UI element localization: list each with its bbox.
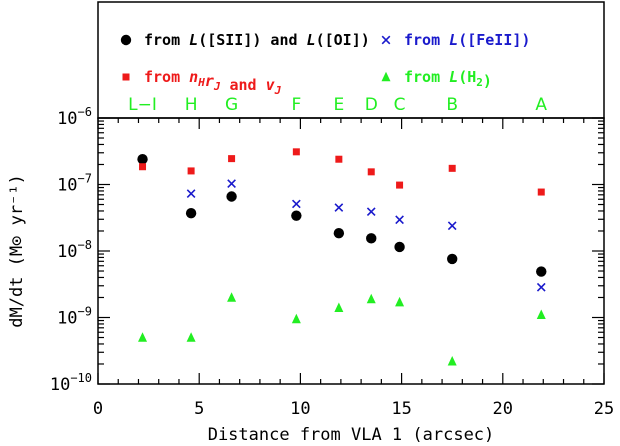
- data-point-cross: [366, 207, 376, 217]
- legend-marker-triangle: [381, 71, 391, 82]
- data-point-square: [335, 155, 343, 163]
- data-point-cross: [227, 179, 236, 189]
- data-point-square: [448, 164, 456, 172]
- knot-label: E: [333, 95, 344, 115]
- legend-marker-cross: [381, 35, 391, 45]
- data-point-triangle: [366, 293, 376, 304]
- data-point-square: [292, 148, 300, 156]
- knot-label: L−I: [128, 95, 157, 115]
- y-tick-label: 10−9: [57, 305, 92, 329]
- legend-label: from L([FeII]): [404, 31, 530, 49]
- data-point-cross: [536, 282, 546, 292]
- data-point-circle: [137, 154, 148, 165]
- data-point-circle: [366, 233, 377, 244]
- data-point-triangle: [227, 292, 237, 302]
- knot-label: H: [185, 95, 198, 115]
- knot-label: D: [365, 95, 378, 115]
- data-marks: [137, 148, 547, 366]
- data-point-cross: [447, 221, 457, 231]
- data-point-triangle: [138, 332, 148, 342]
- y-tick-label: 10−10: [50, 371, 92, 395]
- data-point-cross: [186, 189, 196, 198]
- legend-marker-square: [122, 73, 130, 81]
- y-tick-label: 10−6: [57, 105, 92, 129]
- data-point-cross: [334, 203, 344, 212]
- x-tick-label: 10: [290, 399, 310, 419]
- knot-label: B: [446, 95, 458, 115]
- legend-label: from L(H2): [404, 68, 492, 90]
- data-point-triangle: [395, 296, 405, 307]
- data-point-square: [187, 167, 195, 175]
- data-point-circle: [333, 228, 345, 239]
- data-point-cross: [291, 199, 301, 209]
- data-point-triangle: [334, 302, 344, 313]
- legend: from L([SII]) and L([OI]) from L([FeII]) f…: [120, 31, 530, 97]
- x-tick-label: 20: [493, 399, 513, 419]
- data-point-square: [367, 168, 375, 176]
- data-point-triangle: [291, 313, 301, 324]
- data-point-square: [537, 188, 545, 196]
- x-axis-label: Distance from VLA 1 (arcsec): [208, 425, 495, 445]
- data-point-triangle: [447, 355, 457, 366]
- x-tick-label: 0: [93, 399, 103, 419]
- knot-label: F: [291, 95, 301, 115]
- y-tick-label: 10−7: [57, 172, 92, 196]
- data-point-square: [139, 163, 147, 171]
- data-point-circle: [226, 191, 237, 202]
- data-point-circle: [394, 241, 405, 253]
- knot-label: A: [535, 95, 547, 115]
- data-point-cross: [395, 215, 404, 225]
- knot-labels: L−I H G F E D C B A: [128, 95, 547, 115]
- data-point-circle: [536, 266, 547, 277]
- x-tick-label: 15: [391, 399, 411, 419]
- data-point-circle: [185, 208, 197, 219]
- data-point-triangle: [186, 332, 196, 342]
- y-tick-label: 10−8: [57, 238, 92, 262]
- x-tick-label: 5: [194, 399, 204, 419]
- data-point-circle: [447, 253, 458, 265]
- knot-label: C: [394, 95, 406, 115]
- data-point-triangle: [536, 309, 546, 319]
- legend-marker-circle: [120, 34, 132, 46]
- y-axis-label: dM/dt (M⊙ yr⁻¹): [7, 174, 27, 328]
- axis-ticks: 0 5 10 15 20 25 10−10 10−9 10−8 10−7 10−6: [50, 105, 614, 419]
- x-tick-label: 25: [594, 399, 614, 419]
- data-point-square: [396, 181, 404, 189]
- data-point-square: [228, 155, 236, 163]
- legend-label: from L([SII]) and L([OI]): [144, 31, 370, 49]
- data-point-circle: [291, 210, 302, 221]
- knot-label: G: [225, 95, 238, 115]
- legend-panel-frame: [97, 1, 605, 119]
- plot-frame: [97, 117, 605, 385]
- legend-label: from nHrJ and vJ: [144, 68, 282, 97]
